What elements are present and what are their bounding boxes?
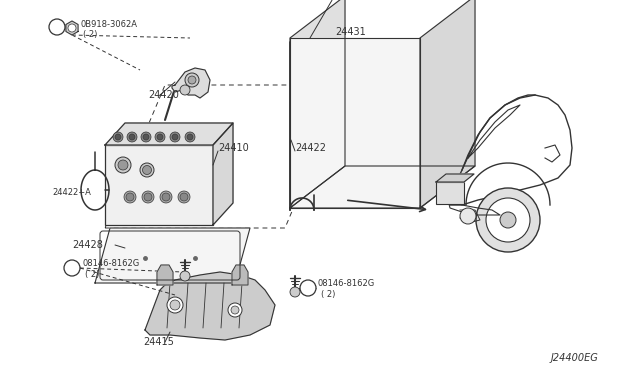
Text: 24415: 24415: [143, 337, 174, 347]
Polygon shape: [172, 68, 210, 98]
Circle shape: [127, 132, 137, 142]
Bar: [436, 182, 464, 204]
Text: J24400EG: J24400EG: [550, 353, 598, 363]
Circle shape: [486, 198, 530, 242]
Circle shape: [180, 271, 190, 281]
Circle shape: [172, 134, 178, 140]
Polygon shape: [213, 123, 233, 225]
Circle shape: [180, 85, 190, 95]
Circle shape: [300, 280, 316, 296]
Polygon shape: [290, 166, 475, 208]
Text: 08146-8162G: 08146-8162G: [82, 259, 140, 267]
Circle shape: [231, 306, 239, 314]
Circle shape: [228, 303, 242, 317]
Polygon shape: [95, 228, 250, 283]
Text: 24410: 24410: [218, 143, 249, 153]
Circle shape: [143, 134, 149, 140]
Circle shape: [185, 73, 199, 87]
Circle shape: [49, 19, 65, 35]
Circle shape: [155, 132, 165, 142]
Circle shape: [157, 134, 163, 140]
Bar: [105, 145, 213, 225]
Text: B: B: [305, 283, 311, 292]
Circle shape: [142, 191, 154, 203]
Circle shape: [178, 191, 190, 203]
Text: 24422+A: 24422+A: [52, 187, 91, 196]
Text: N: N: [54, 22, 60, 32]
Polygon shape: [448, 95, 572, 205]
Circle shape: [167, 297, 183, 313]
Circle shape: [290, 287, 300, 297]
Circle shape: [500, 212, 516, 228]
Circle shape: [170, 300, 180, 310]
Circle shape: [180, 193, 188, 201]
Circle shape: [187, 134, 193, 140]
Circle shape: [141, 132, 151, 142]
Circle shape: [185, 132, 195, 142]
Circle shape: [118, 160, 128, 170]
Polygon shape: [232, 265, 248, 285]
Circle shape: [143, 166, 152, 174]
Circle shape: [188, 76, 196, 84]
Polygon shape: [157, 265, 173, 285]
Circle shape: [144, 193, 152, 201]
Circle shape: [126, 193, 134, 201]
Polygon shape: [290, 38, 420, 208]
Text: 24428: 24428: [72, 240, 103, 250]
Circle shape: [115, 134, 121, 140]
Circle shape: [170, 132, 180, 142]
Circle shape: [162, 193, 170, 201]
Circle shape: [460, 208, 476, 224]
Circle shape: [140, 163, 154, 177]
Text: 24431: 24431: [335, 27, 365, 37]
Text: 08146-8162G: 08146-8162G: [318, 279, 375, 288]
Polygon shape: [145, 272, 275, 340]
Circle shape: [129, 134, 135, 140]
Text: B: B: [69, 263, 75, 273]
Polygon shape: [105, 123, 233, 145]
Circle shape: [64, 260, 80, 276]
Text: ( 2): ( 2): [83, 29, 97, 38]
Circle shape: [160, 191, 172, 203]
Circle shape: [113, 132, 123, 142]
Circle shape: [115, 157, 131, 173]
Text: ( 2): ( 2): [85, 269, 99, 279]
Polygon shape: [436, 174, 474, 182]
Circle shape: [476, 188, 540, 252]
Text: 24422: 24422: [295, 143, 326, 153]
Circle shape: [124, 191, 136, 203]
Polygon shape: [66, 21, 78, 35]
Text: 24420: 24420: [148, 90, 179, 100]
Polygon shape: [290, 0, 345, 208]
Polygon shape: [420, 0, 475, 208]
Text: ( 2): ( 2): [321, 289, 335, 298]
Text: 0B918-3062A: 0B918-3062A: [80, 19, 137, 29]
Circle shape: [68, 24, 76, 32]
